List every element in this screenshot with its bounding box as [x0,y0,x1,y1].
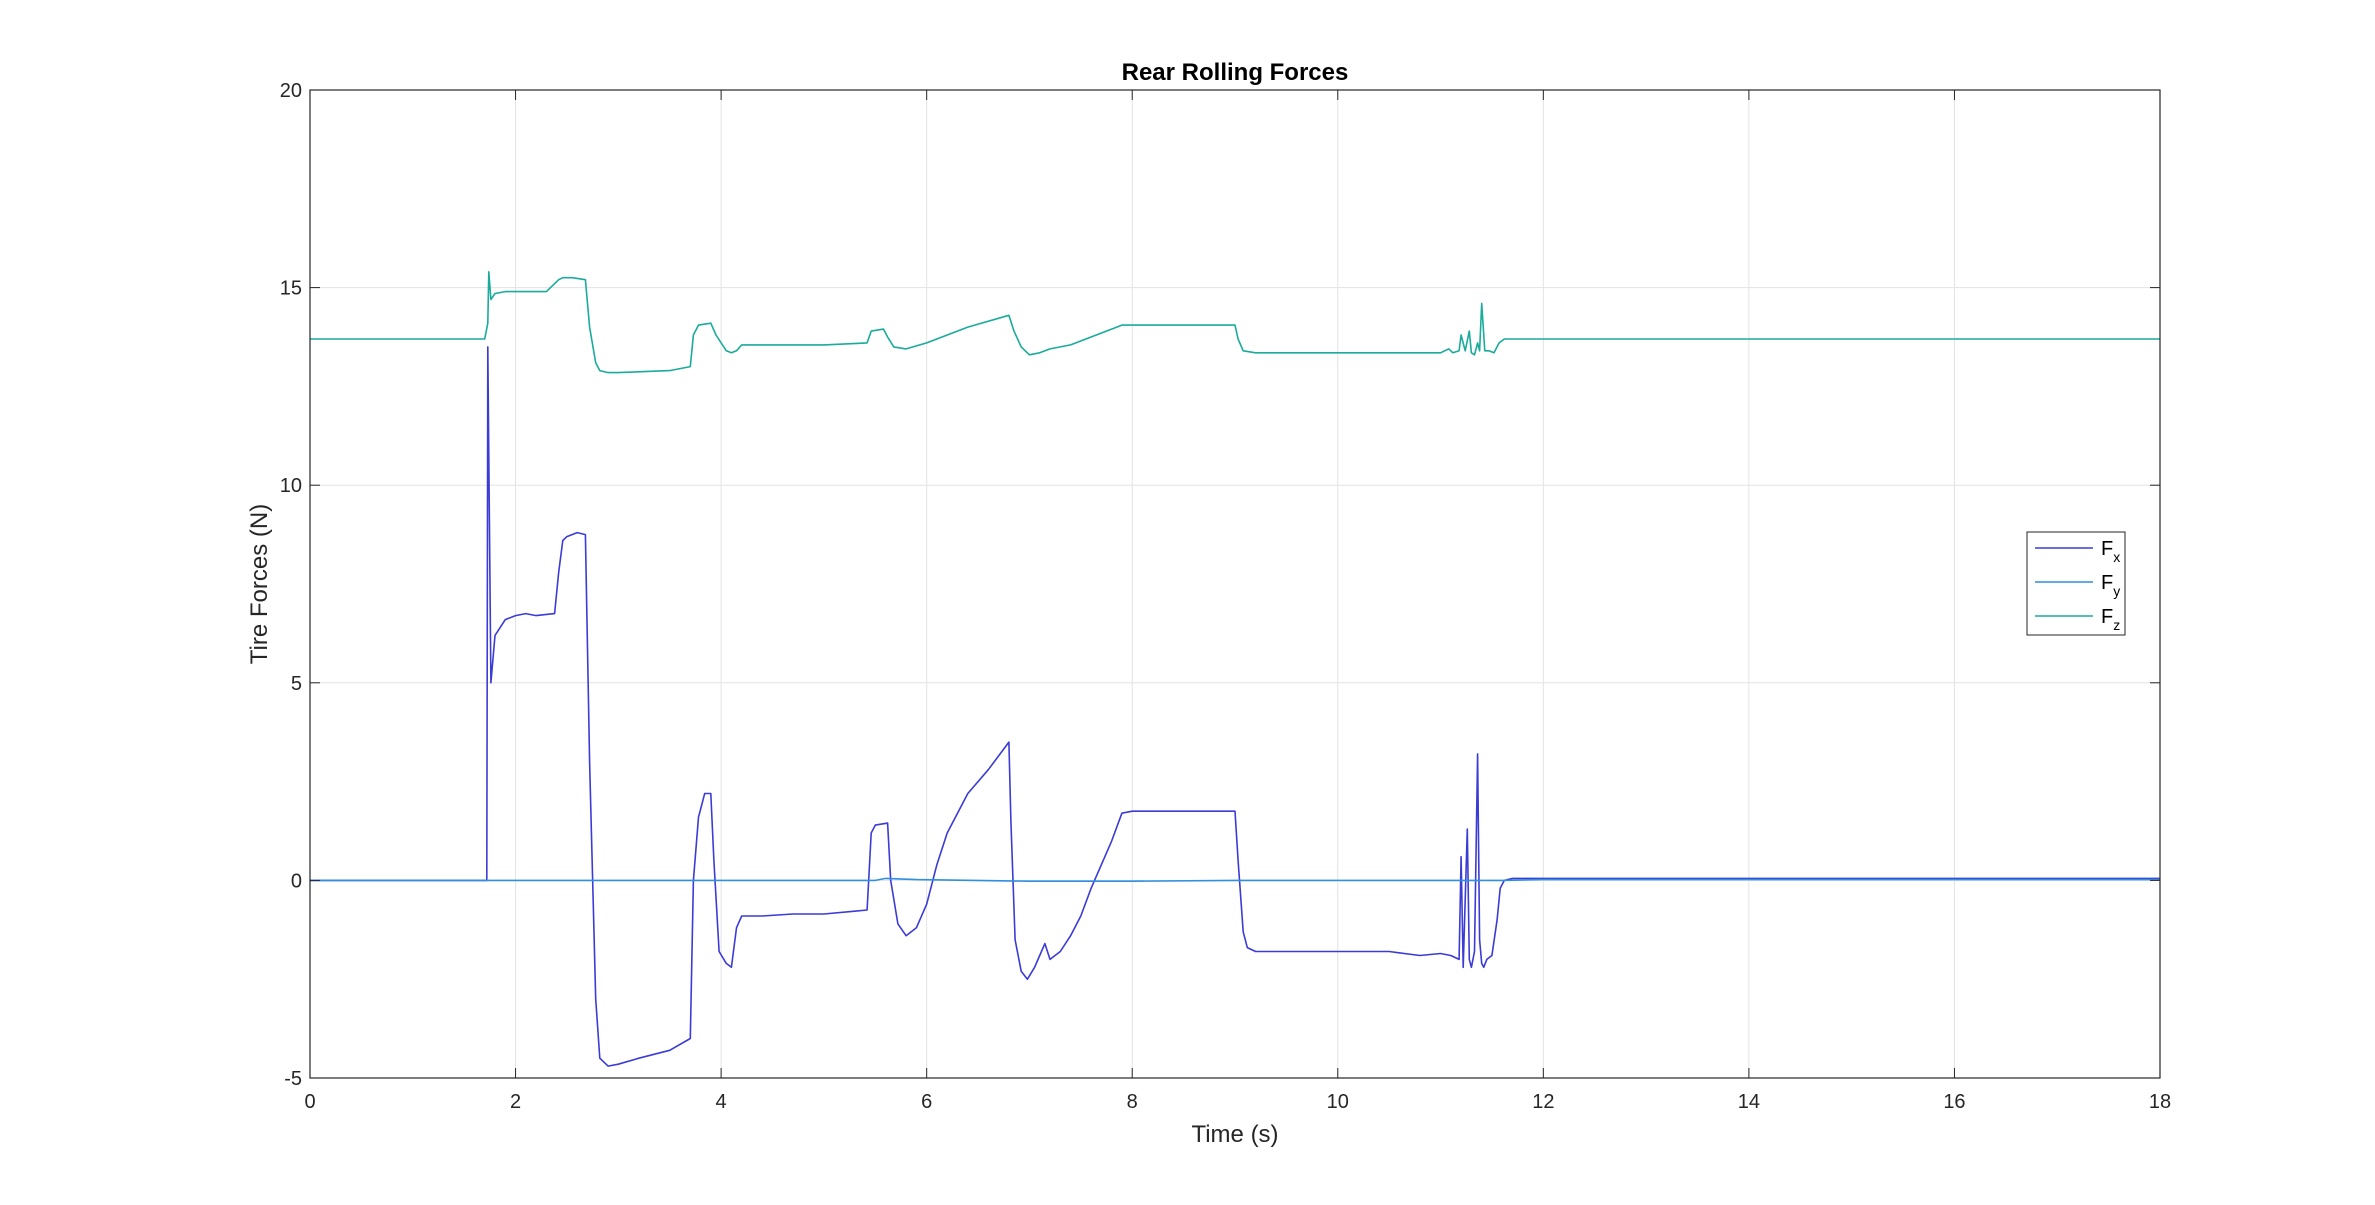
y-tick-label: 10 [280,475,302,497]
x-tick-label: 14 [1738,1091,1760,1113]
legend-box [2026,531,2126,636]
y-tick-label: 15 [280,278,302,300]
x-tick-label: 18 [2149,1091,2171,1113]
series-lines [310,270,2160,1067]
x-tick-label: 16 [1943,1091,1965,1113]
series-line-fz [310,270,2160,374]
x-tick-label: 2 [510,1091,521,1113]
x-tick-label: 0 [304,1091,315,1113]
plot-area [310,90,2160,1078]
legend-label-fy: Fy [2101,572,2120,599]
y-tick-label: 20 [280,80,302,102]
series-line-fy [310,877,2160,883]
y-axis-title: Tire Forces (N) [246,504,273,664]
legend: Fx Fy Fz [2026,531,2126,636]
x-axis-title: Time (s) [1191,1121,1278,1148]
legend-label-fz: Fz [2101,606,2120,633]
x-tick-label: 8 [1127,1091,1138,1113]
y-tick-label: -5 [284,1068,302,1090]
x-tick-label: 12 [1532,1091,1554,1113]
x-tick-label: 4 [716,1091,727,1113]
x-tick-label: 10 [1327,1091,1349,1113]
x-tick-label: 6 [921,1091,932,1113]
series-line-fx [310,346,2160,1067]
legend-label-fx: Fx [2101,538,2120,565]
y-tick-label: 0 [291,870,302,892]
chart-title: Rear Rolling Forces [1122,59,1349,86]
y-tick-label: 5 [291,673,302,695]
plot-frame [309,89,2161,1079]
